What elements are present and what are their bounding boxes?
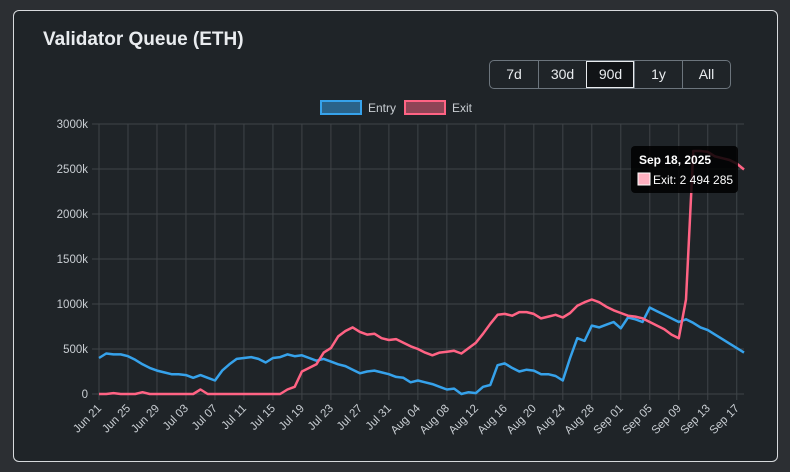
- x-tick-label: Aug 24: [534, 402, 569, 437]
- tooltip: Sep 18, 2025 Exit: 2 494 285: [631, 146, 738, 193]
- x-tick-label: Sep 13: [679, 403, 713, 437]
- tooltip-box: [631, 146, 738, 193]
- x-tick-label: Aug 08: [418, 403, 452, 437]
- legend-exit-label[interactable]: Exit: [452, 101, 473, 115]
- y-tick-label: 0: [82, 389, 88, 401]
- x-tick-label: Jul 19: [277, 403, 307, 433]
- x-tick-label: Jul 03: [161, 403, 191, 433]
- x-tick-label: Jul 11: [219, 403, 249, 433]
- x-tick-label: Jun 21: [71, 403, 104, 436]
- range-30d-button[interactable]: 30d: [538, 61, 586, 88]
- chart-title: Validator Queue (ETH): [43, 29, 244, 50]
- x-tick-label: Jul 15: [248, 403, 278, 433]
- y-axis-ticks: 0 500k 1000k 1500k 2000k 2500k 3000k: [57, 119, 89, 401]
- legend-entry-label[interactable]: Entry: [368, 101, 396, 115]
- x-tick-label: Aug 28: [563, 403, 597, 437]
- range-selector: 7d 30d 90d 1y All: [489, 60, 731, 89]
- tooltip-exit-swatch: [637, 172, 651, 186]
- x-tick-label: Sep 01: [592, 403, 626, 437]
- y-tick-label: 2500k: [57, 164, 89, 176]
- x-tick-label: Jun 29: [129, 403, 162, 436]
- entry-series-line: [98, 306, 745, 396]
- y-tick-label: 500k: [63, 344, 88, 356]
- x-tick-label: Aug 20: [505, 403, 539, 437]
- x-tick-label: Aug 04: [389, 402, 424, 437]
- range-90d-button[interactable]: 90d: [586, 61, 634, 88]
- legend: Entry Exit: [320, 100, 473, 115]
- exit-series-line: [99, 149, 745, 396]
- x-tick-label: Sep 05: [621, 403, 655, 437]
- range-7d-button[interactable]: 7d: [506, 66, 522, 82]
- x-tick-label: Aug 12: [447, 403, 481, 437]
- tooltip-label: Exit: 2 494 285: [653, 173, 733, 187]
- legend-exit-swatch: [404, 100, 446, 115]
- range-1y-button[interactable]: 1y: [634, 61, 682, 88]
- y-tick-label: 1000k: [57, 299, 89, 311]
- x-tick-label: Jun 25: [100, 403, 133, 436]
- x-tick-label: Jul 27: [335, 403, 365, 433]
- legend-entry-swatch: [320, 100, 362, 115]
- x-tick-label: Sep 17: [708, 403, 742, 437]
- x-tick-label: Sep 09: [650, 403, 684, 437]
- y-tick-label: 3000k: [57, 119, 89, 131]
- tooltip-title: Sep 18, 2025: [639, 153, 711, 167]
- y-tick-label: 2000k: [57, 209, 89, 221]
- range-all-button[interactable]: All: [682, 61, 730, 88]
- grid-lines: [92, 123, 744, 400]
- y-tick-label: 1500k: [57, 254, 89, 266]
- chart-card: Validator Queue (ETH) 7d 30d 90d 1y All: [13, 10, 778, 462]
- x-tick-label: Jul 07: [190, 403, 220, 433]
- x-tick-label: Jul 23: [306, 403, 336, 433]
- x-tick-label: Aug 16: [476, 403, 510, 437]
